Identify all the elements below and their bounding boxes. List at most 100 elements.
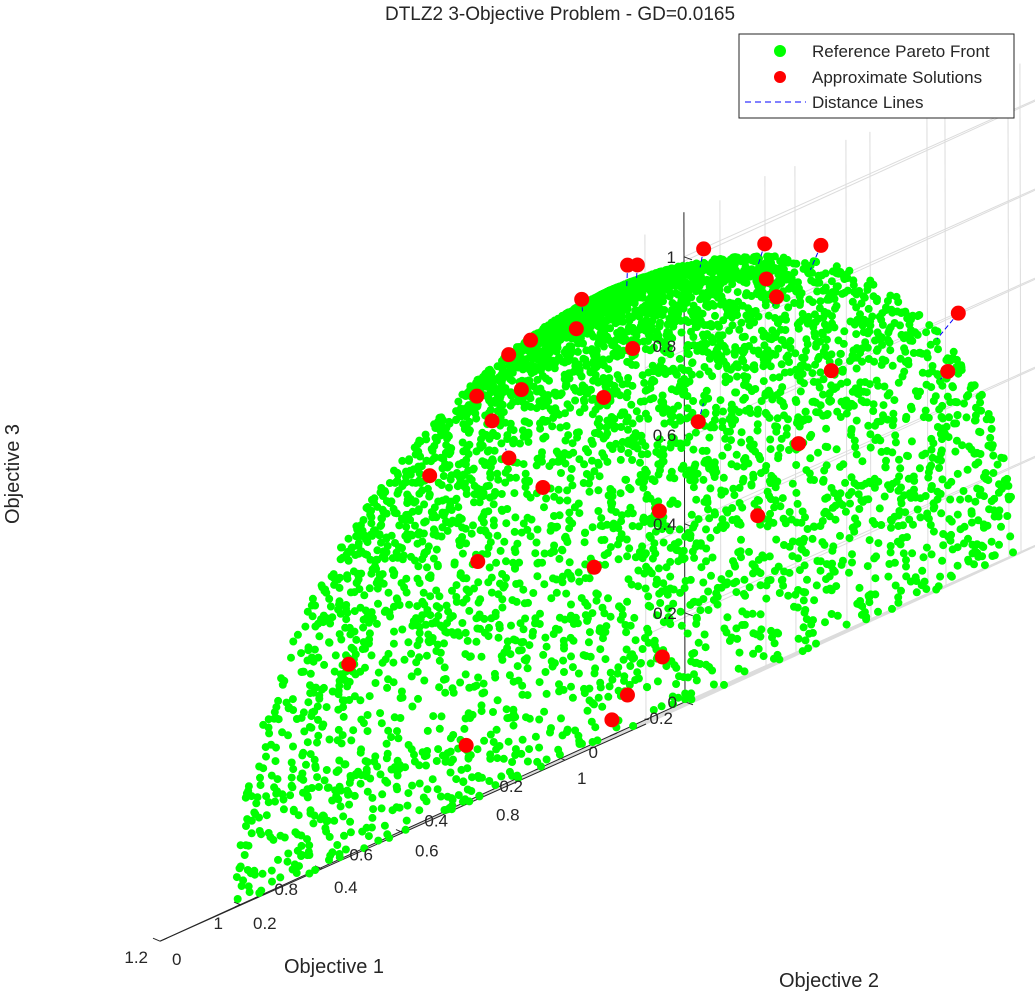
reference-front-point xyxy=(815,279,823,287)
reference-front-point xyxy=(389,659,397,667)
reference-front-point xyxy=(284,731,292,739)
reference-front-point xyxy=(365,832,373,840)
reference-front-point xyxy=(575,509,583,517)
reference-front-point xyxy=(311,646,319,654)
reference-front-point xyxy=(569,694,577,702)
reference-front-point xyxy=(648,569,656,577)
reference-front-point xyxy=(589,410,597,418)
reference-front-point xyxy=(565,524,573,532)
reference-front-point xyxy=(308,784,316,792)
reference-front-point xyxy=(396,601,404,609)
reference-front-point xyxy=(586,628,594,636)
reference-front-point xyxy=(386,613,394,621)
reference-front-point xyxy=(792,489,800,497)
reference-front-point xyxy=(886,485,894,493)
reference-front-point xyxy=(714,362,722,370)
reference-front-point xyxy=(856,584,864,592)
reference-front-point xyxy=(890,396,898,404)
reference-front-point xyxy=(565,509,573,517)
reference-front-point xyxy=(547,594,555,602)
reference-front-point xyxy=(766,552,774,560)
reference-front-point xyxy=(609,445,617,453)
reference-front-point xyxy=(594,507,602,515)
reference-front-point xyxy=(983,415,991,423)
reference-front-point xyxy=(737,521,745,529)
reference-front-point xyxy=(695,639,703,647)
reference-front-point xyxy=(819,478,827,486)
reference-front-point xyxy=(699,579,707,587)
reference-front-point xyxy=(946,496,954,504)
reference-front-point xyxy=(741,592,749,600)
reference-front-point xyxy=(549,414,557,422)
reference-front-point xyxy=(617,456,625,464)
reference-front-point xyxy=(574,619,582,627)
reference-front-point xyxy=(939,541,947,549)
reference-front-point xyxy=(715,323,723,331)
reference-front-point xyxy=(714,601,722,609)
reference-front-point xyxy=(351,628,359,636)
reference-front-point xyxy=(269,836,277,844)
reference-front-point xyxy=(626,662,634,670)
reference-front-point xyxy=(524,599,532,607)
reference-front-point xyxy=(374,600,382,608)
reference-front-point xyxy=(644,337,652,345)
reference-front-point xyxy=(529,632,537,640)
reference-front-point xyxy=(748,292,756,300)
reference-front-point xyxy=(774,454,782,462)
reference-front-point xyxy=(584,707,592,715)
reference-front-point xyxy=(718,452,726,460)
reference-front-point xyxy=(284,858,292,866)
reference-front-point xyxy=(589,523,597,531)
reference-front-point xyxy=(766,436,774,444)
reference-front-point xyxy=(315,695,323,703)
reference-front-point xyxy=(497,439,505,447)
reference-front-point xyxy=(704,588,712,596)
reference-front-point xyxy=(623,598,631,606)
reference-front-point xyxy=(972,461,980,469)
reference-front-point xyxy=(894,298,902,306)
reference-front-point xyxy=(678,622,686,630)
reference-front-point xyxy=(458,619,466,627)
reference-front-point xyxy=(902,563,910,571)
reference-front-point xyxy=(749,569,757,577)
reference-front-point xyxy=(780,402,788,410)
reference-front-point xyxy=(784,303,792,311)
reference-front-point xyxy=(549,663,557,671)
reference-front-point xyxy=(858,358,866,366)
reference-front-point xyxy=(434,785,442,793)
reference-front-point xyxy=(795,325,803,333)
reference-front-point xyxy=(511,565,519,573)
reference-front-point xyxy=(295,862,303,870)
reference-front-point xyxy=(707,572,715,580)
reference-front-point xyxy=(795,635,803,643)
reference-front-point xyxy=(801,354,809,362)
reference-front-point xyxy=(968,519,976,527)
reference-front-point xyxy=(1006,532,1014,540)
reference-front-point xyxy=(696,606,704,614)
reference-front-point xyxy=(408,703,416,711)
reference-front-point xyxy=(259,764,267,772)
reference-front-point xyxy=(800,379,808,387)
reference-front-point xyxy=(444,464,452,472)
reference-front-point xyxy=(726,637,734,645)
reference-front-point xyxy=(505,738,513,746)
reference-front-point xyxy=(473,682,481,690)
reference-front-point xyxy=(508,377,516,385)
reference-front-point xyxy=(366,692,374,700)
reference-front-point xyxy=(772,536,780,544)
reference-front-point xyxy=(786,368,794,376)
reference-front-point xyxy=(736,484,744,492)
reference-front-point xyxy=(255,814,263,822)
reference-front-point xyxy=(843,621,851,629)
reference-front-point xyxy=(991,513,999,521)
reference-front-point xyxy=(486,474,494,482)
reference-front-point xyxy=(995,541,1003,549)
reference-front-point xyxy=(279,681,287,689)
reference-front-point xyxy=(576,408,584,416)
reference-front-point xyxy=(385,834,393,842)
reference-front-point xyxy=(484,578,492,586)
reference-front-point xyxy=(466,714,474,722)
reference-front-point xyxy=(949,545,957,553)
reference-front-point xyxy=(403,589,411,597)
reference-front-point xyxy=(320,684,328,692)
